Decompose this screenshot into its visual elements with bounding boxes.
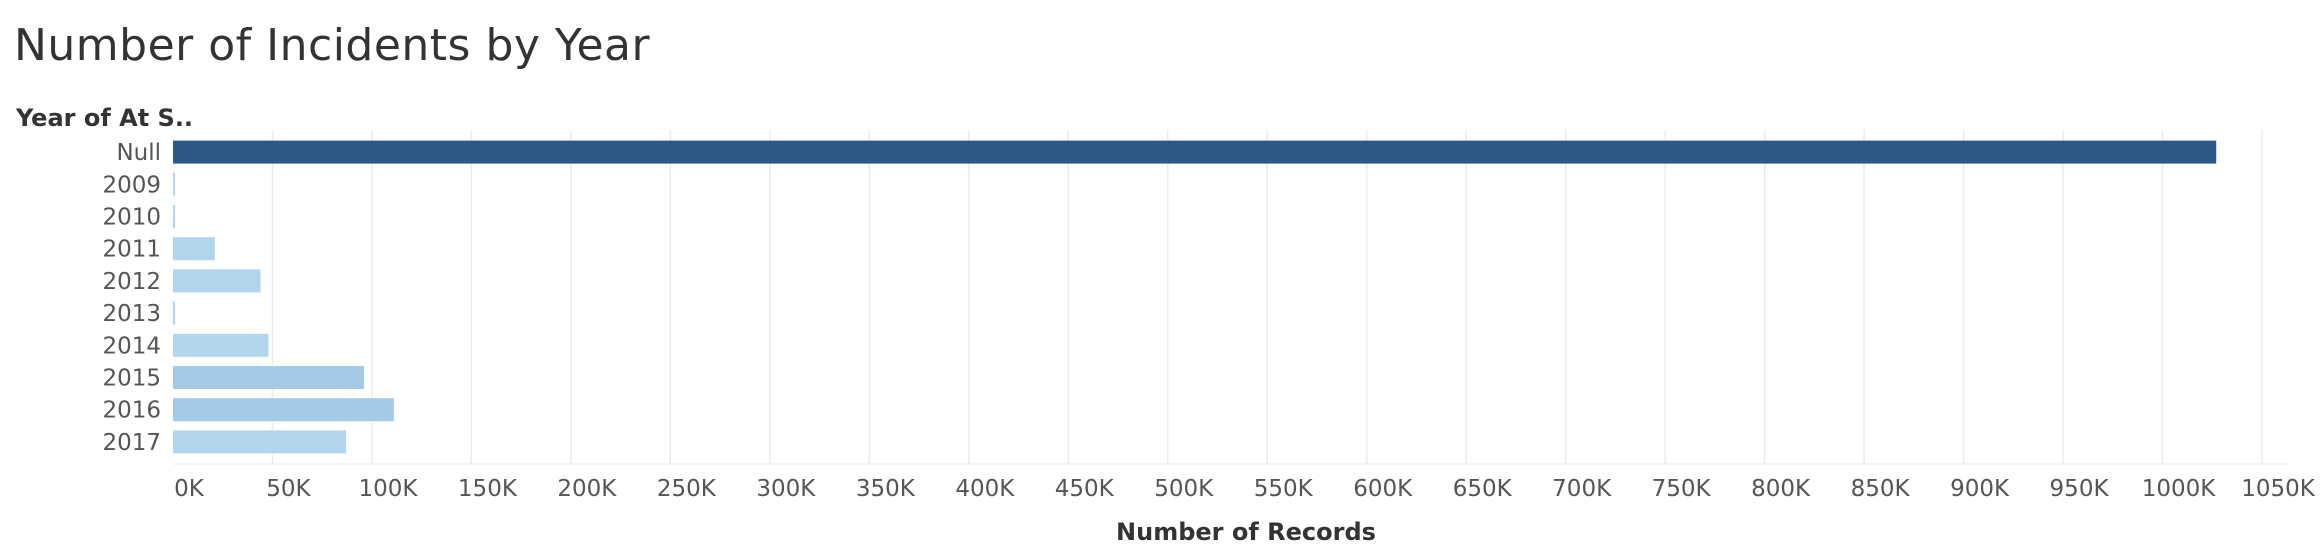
x-tick-label: 300K [756,476,816,502]
bar-2017[interactable] [173,430,347,454]
x-tick-label: 0K [174,476,205,502]
category-label: 2016 [102,398,161,424]
x-tick-label: 550K [1254,476,1314,502]
x-tick-label: 350K [856,476,916,502]
category-label: 2017 [102,430,161,456]
category-labels: Null 2009 2010 2011 2012 2013 2014 2015 2016 2017 [102,140,161,456]
x-tick-label: 650K [1453,476,1513,502]
x-axis-title: Number of Records [1116,518,1376,546]
x-tick-label: 500K [1154,476,1214,502]
x-tick-label: 1000K [2142,476,2217,502]
bar-2009[interactable] [173,172,175,196]
x-tick-label: 600K [1353,476,1413,502]
chart-title: Number of Incidents by Year [14,20,651,71]
bar-2010[interactable] [173,205,175,228]
x-tick-label: 50K [266,476,311,502]
bar-2013[interactable] [173,301,175,325]
gridlines [173,130,2290,465]
bar-2012[interactable] [173,269,261,293]
bar-2014[interactable] [173,333,269,357]
row-header: Year of At S.. [15,104,193,132]
x-tick-labels: 0K 50K 100K 150K 200K 250K 300K 350K 400K 450K 500… [174,476,2316,502]
category-label: 2014 [102,333,161,359]
x-tick-label: 250K [657,476,717,502]
bar-null[interactable] [173,140,2217,164]
category-label: 2013 [102,301,161,327]
x-tick-label: 850K [1851,476,1911,502]
bar-2011[interactable] [173,237,215,261]
x-tick-label: 800K [1751,476,1811,502]
x-tick-label: 750K [1652,476,1712,502]
category-label: 2012 [102,269,161,295]
bar-2015[interactable] [173,366,364,389]
bar-2016[interactable] [173,398,394,422]
x-tick-label: 150K [458,476,518,502]
x-tick-label: 1050K [2241,476,2316,502]
category-label: 2015 [102,366,161,392]
category-label: 2009 [102,172,161,198]
x-tick-label: 950K [2050,476,2110,502]
x-tick-label: 700K [1552,476,1612,502]
x-tick-label: 900K [1950,476,2010,502]
x-tick-label: 450K [1055,476,1115,502]
x-tick-label: 200K [557,476,617,502]
bars [173,140,2217,454]
x-tick-label: 400K [955,476,1015,502]
x-tick-label: 100K [358,476,418,502]
category-label: 2011 [102,237,161,263]
category-label: 2010 [102,205,161,231]
category-label: Null [116,140,161,166]
